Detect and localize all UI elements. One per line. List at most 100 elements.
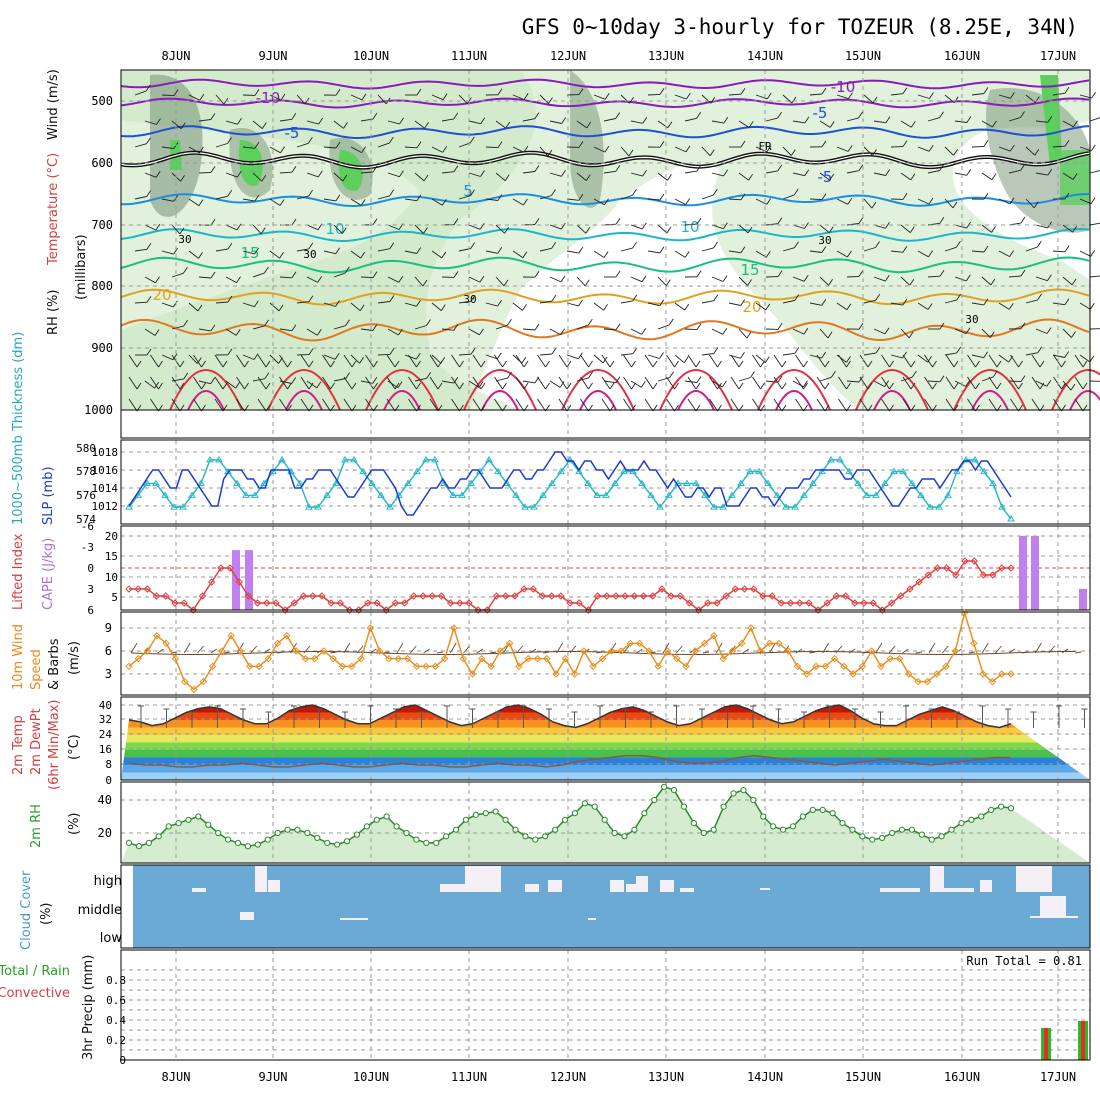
- thickness-point: [719, 503, 727, 510]
- upper-wind-barb: [981, 328, 991, 338]
- upper-wind-barb: [620, 94, 630, 104]
- upper-wind-barb: [863, 247, 876, 252]
- lifted-index-point: [226, 564, 234, 572]
- upper-wind-barb-flag: [604, 145, 610, 153]
- thickness-point: [278, 455, 286, 463]
- rh2m-point: [254, 841, 261, 848]
- upper-wind-barb-flag: [372, 112, 378, 120]
- rh2m-point: [492, 808, 499, 815]
- wind10m-barb: [250, 645, 258, 654]
- upper-wind-barb-flag: [1090, 250, 1096, 257]
- thickness-point: [989, 479, 997, 486]
- temp-band: [121, 765, 1090, 773]
- lifted-index-point: [272, 599, 280, 607]
- upper-wind-barb-flag: [965, 327, 971, 334]
- lowlevel-wind-barb: [967, 354, 976, 368]
- thickness-point: [539, 491, 547, 498]
- upper-wind-barb: [765, 170, 778, 174]
- upper-wind-barb-flag: [831, 371, 836, 378]
- rh2m-point: [383, 813, 390, 820]
- rh2m-point: [651, 796, 658, 804]
- pressure-tick: 700: [91, 218, 113, 232]
- lifted-index-point: [768, 592, 776, 600]
- upper-wind-barb-flag: [710, 96, 716, 104]
- upper-wind-barb: [755, 198, 767, 205]
- thickness-point: [845, 467, 853, 475]
- upper-wind-barb: [792, 224, 805, 229]
- lifted-index-point: [851, 599, 859, 607]
- lowlevel-wind-barb: [515, 398, 525, 412]
- upper-wind-barb-flag: [1046, 380, 1052, 387]
- wind10m-speed-point: [348, 662, 356, 671]
- upper-wind-barb-flag: [1037, 293, 1042, 301]
- upper-wind-barb: [1052, 354, 1065, 358]
- wind10m-speed-point: [979, 670, 987, 678]
- upper-wind-barb-flag: [990, 278, 996, 286]
- upper-wind-barb-flag: [235, 381, 241, 389]
- upper-wind-barb-flag: [790, 149, 796, 156]
- upper-wind-barb-flag: [183, 267, 188, 274]
- ylabel-wind-speed: Speed: [29, 649, 44, 690]
- lifted-index-point: [492, 592, 501, 600]
- lowlevel-wind-barb-flag: [996, 360, 1002, 368]
- rh2m-point: [571, 810, 579, 817]
- upper-wind-barb-flag: [875, 346, 881, 354]
- lowlevel-wind-barb: [838, 376, 847, 390]
- upper-wind-barb-flag: [497, 299, 502, 307]
- lowlevel-wind-barb: [472, 354, 482, 368]
- upper-wind-barb: [512, 94, 525, 100]
- temp-band: [121, 712, 1090, 720]
- lowlevel-wind-barb-flag: [932, 360, 937, 368]
- lowlevel-wind-barb: [343, 376, 353, 390]
- upper-wind-barb: [630, 224, 643, 230]
- ylabel-cape: CAPE (J/kg): [41, 538, 56, 610]
- upper-wind-barb-flag: [804, 169, 810, 176]
- upper-wind-barb: [684, 117, 697, 122]
- lifted-index-point: [336, 599, 345, 607]
- upper-wind-barb-flag: [551, 347, 557, 355]
- upper-wind-barb-flag: [659, 88, 665, 95]
- upper-wind-barb-flag: [155, 276, 160, 284]
- li-tick: -6: [81, 520, 94, 533]
- upper-wind-barb: [269, 94, 282, 101]
- upper-wind-barb: [134, 196, 147, 200]
- wind10m-speed-point: [858, 662, 867, 671]
- contour-label: -5: [285, 124, 300, 142]
- lowlevel-wind-barb: [1010, 376, 1019, 390]
- thickness-point: [368, 479, 376, 486]
- upper-wind-barb-flag: [155, 223, 161, 231]
- upper-wind-barb-flag: [335, 247, 341, 254]
- rh2m-point: [403, 829, 410, 837]
- upper-wind-barb: [458, 94, 468, 104]
- upper-wind-barb-flag: [684, 251, 690, 258]
- upper-wind-barb-flag: [939, 164, 945, 171]
- upper-wind-barb-flag: [927, 303, 933, 310]
- lowlevel-wind-barb: [279, 398, 288, 412]
- lifted-index-point: [474, 606, 482, 614]
- contour-35-dome: [481, 390, 519, 411]
- upper-wind-barb: [900, 328, 910, 339]
- upper-wind-barb-flag: [426, 319, 431, 326]
- wind10m-speed-point: [394, 654, 402, 663]
- wind10m-speed-point: [329, 654, 337, 663]
- upper-wind-barb-flag: [696, 112, 702, 119]
- upper-wind-barb: [414, 172, 425, 182]
- upper-wind-barb-flag: [522, 251, 528, 258]
- upper-wind-barb: [711, 120, 724, 124]
- wind10m-speed-point: [190, 685, 198, 694]
- upper-wind-barb-flag: [766, 145, 772, 152]
- upper-wind-barb-flag: [740, 140, 746, 148]
- upper-wind-barb-flag: [442, 93, 448, 100]
- upper-wind-barb: [296, 195, 309, 200]
- ylabel-precip-conv: Convective: [0, 986, 70, 1001]
- upper-wind-barb: [630, 172, 643, 177]
- lowlevel-wind-barb-flag: [996, 382, 1002, 390]
- wind10m-barb: [463, 645, 470, 654]
- thickness-point: [431, 455, 439, 463]
- lifted-index-point: [410, 592, 418, 600]
- upper-wind-barb-flag: [210, 271, 216, 279]
- upper-wind-barb: [917, 250, 929, 258]
- thickness-point: [692, 479, 700, 486]
- thickness-point: [809, 479, 817, 486]
- lowlevel-wind-barb: [408, 354, 417, 368]
